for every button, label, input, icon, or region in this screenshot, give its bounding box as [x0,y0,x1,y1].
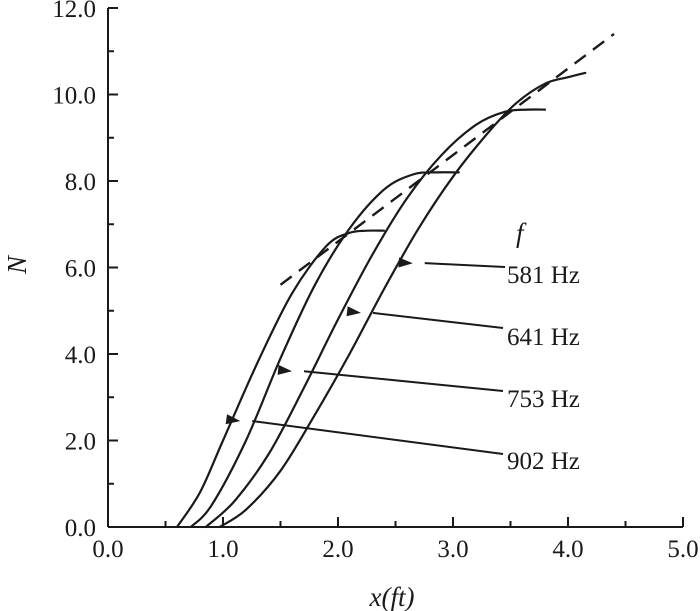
x-tick-label: 1.0 [207,536,238,563]
y-axis-label: N [2,254,32,275]
series-line-753-hz [189,171,460,529]
annotation-arrow-641-hz [372,311,504,329]
series-line-581-hz [218,71,587,529]
x-tick-label: 5.0 [667,536,698,563]
envelope-dashed-line [279,32,615,286]
annotation-arrowhead-902-hz [225,414,241,425]
y-tick-label: 8.0 [65,169,96,196]
annotation-label-581-hz: 581 Hz [507,262,580,289]
x-tick-label: 3.0 [437,536,468,563]
annotation-arrow-902-hz [252,420,504,455]
annotation-arrow-753-hz [303,370,504,392]
annotation-arrowhead-641-hz [346,306,361,317]
annotation-arrowhead-581-hz [398,257,413,268]
y-tick-label: 0.0 [65,515,96,542]
y-tick-label: 12.0 [52,0,96,23]
x-tick-label: 4.0 [552,536,583,563]
annotation-label-641-hz: 641 Hz [507,324,580,351]
x-axis-label: x(ft) [369,582,415,611]
axes: 0.0 1.0 2.0 3.0 4.0 5.0 0.0 2.0 4.0 6.0 8.0 10.0 12.… [52,0,698,563]
series-line-902-hz [175,229,386,529]
plot-area [175,32,615,529]
y-tick-label: 10.0 [52,83,96,110]
y-tick-label: 6.0 [65,256,96,283]
annotation-arrowhead-753-hz [277,364,292,375]
annotation-label-753-hz: 753 Hz [507,386,580,413]
annotation-label-902-hz: 902 Hz [507,448,580,475]
x-tick-label: 0.0 [92,536,123,563]
x-tick-label: 2.0 [322,536,353,563]
legend-title: f [516,218,527,248]
y-tick-label: 4.0 [65,342,96,369]
annotations: 581 Hz 641 Hz 753 Hz 902 Hz [225,257,580,475]
annotation-arrow-581-hz [424,262,506,268]
y-tick-label: 2.0 [65,429,96,456]
series-line-641-hz [204,108,547,529]
